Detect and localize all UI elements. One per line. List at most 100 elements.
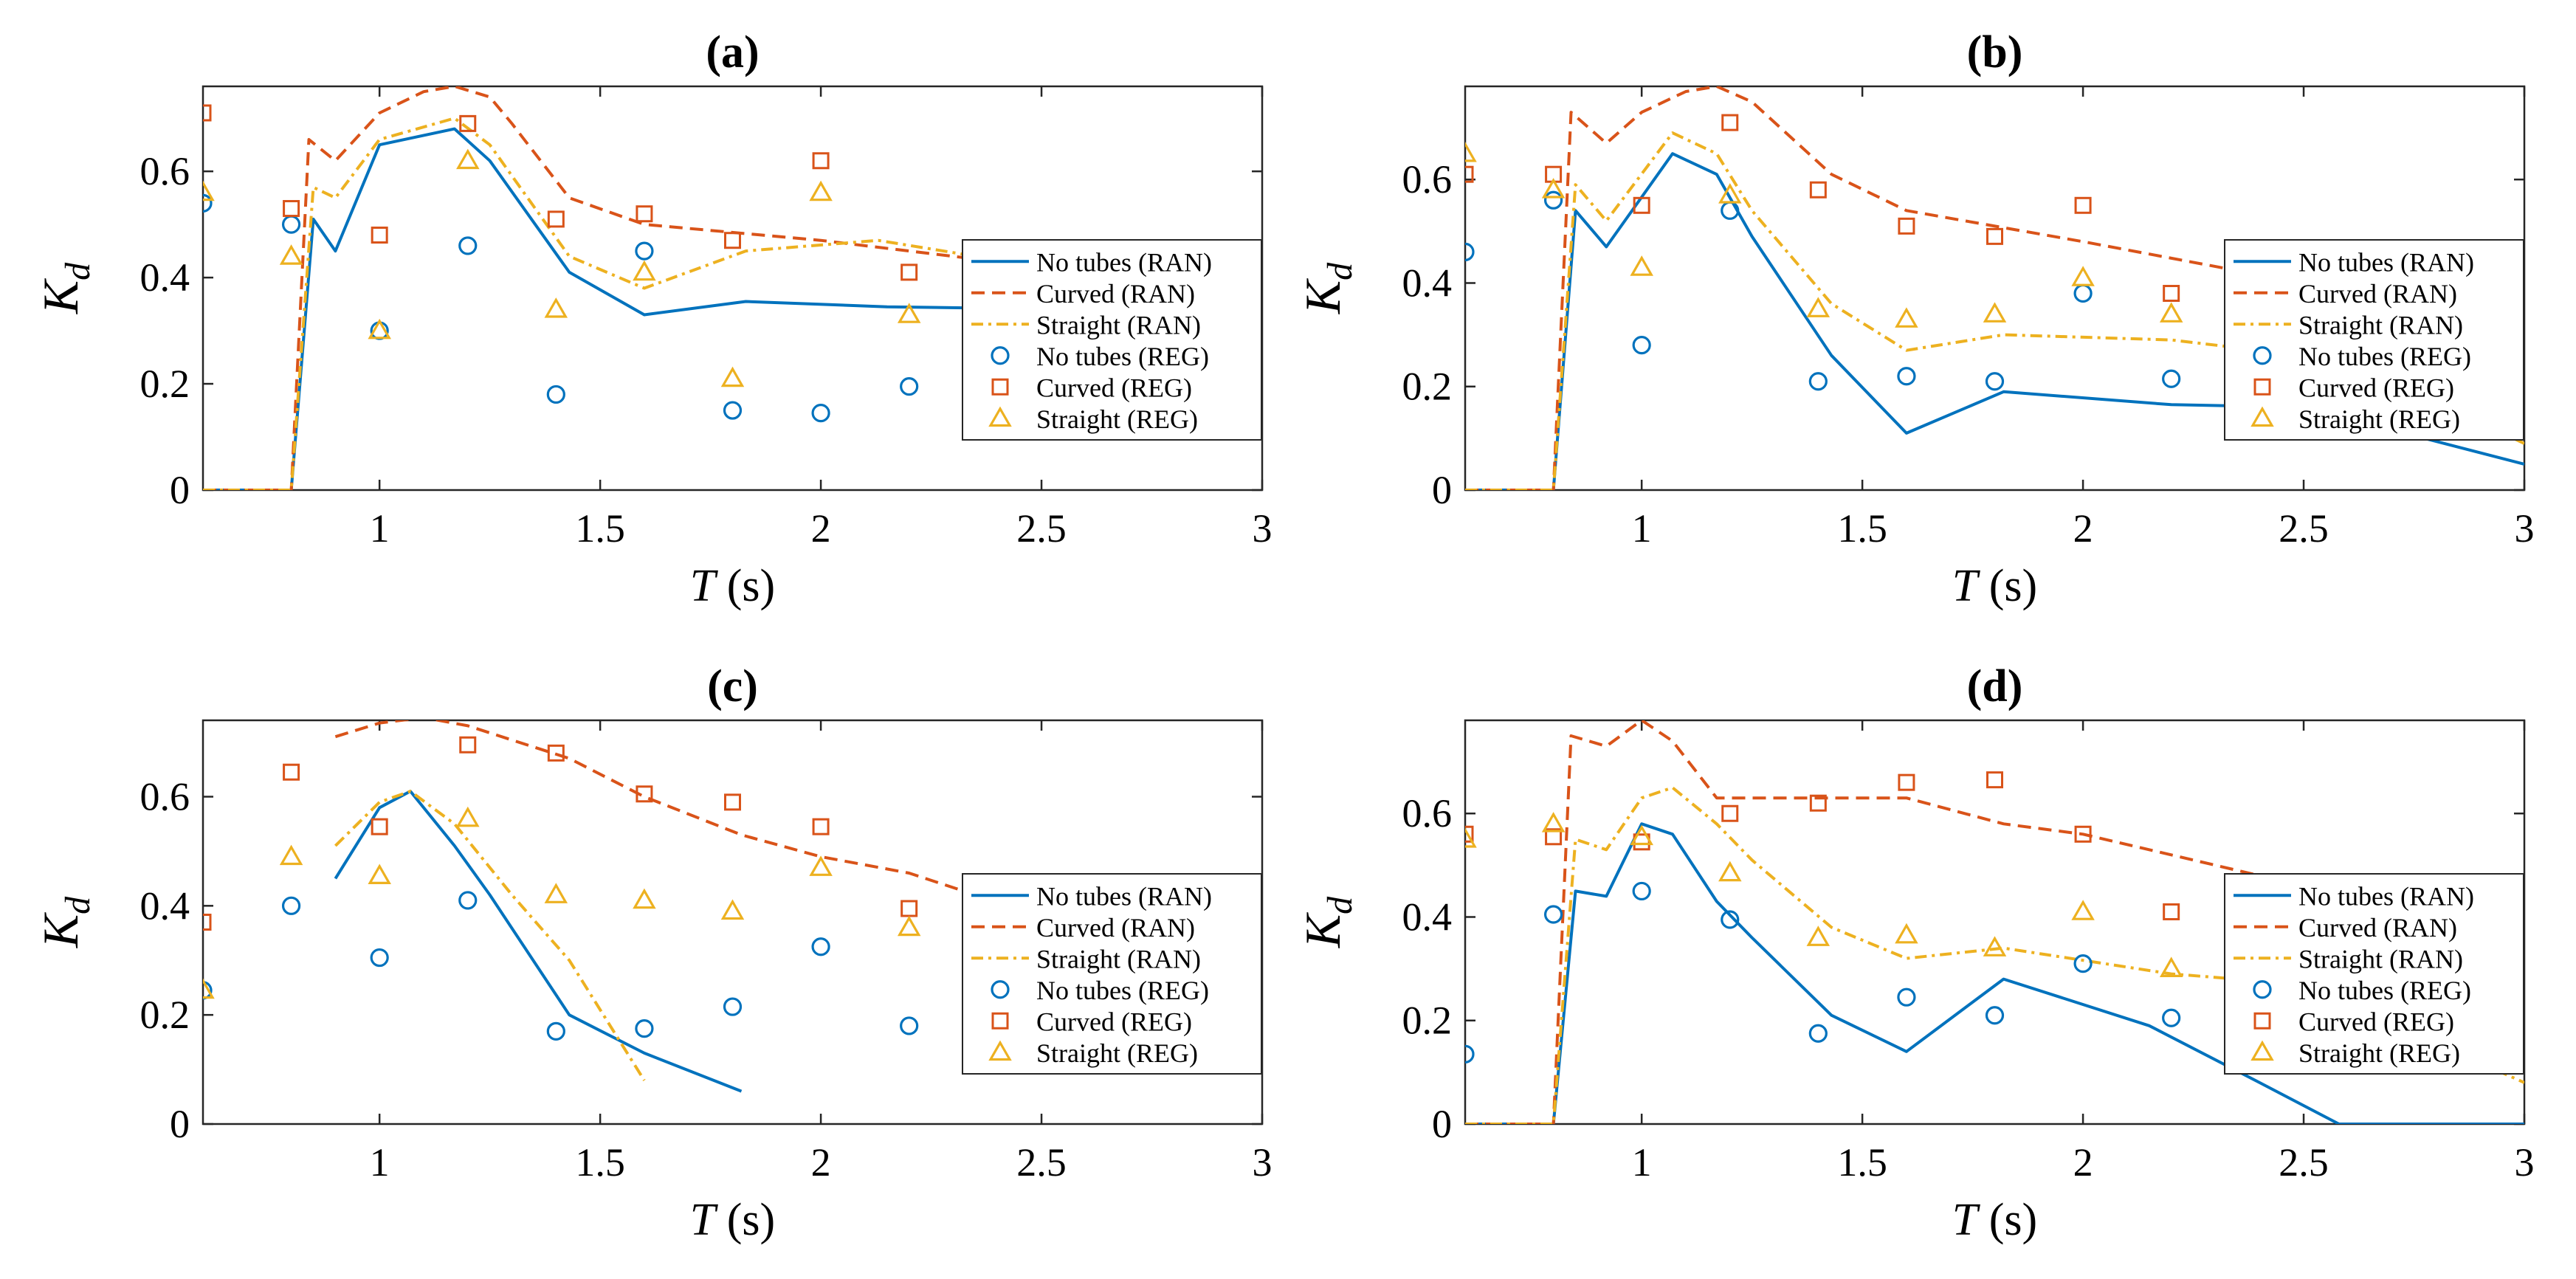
panel-b: 1 1.5 2 2.5 3 0 0.2 0.4 0.6 (b) T (s) Kd No tubes (R…: [1295, 27, 2535, 611]
data-point: [546, 1021, 565, 1041]
data-point: [723, 997, 743, 1016]
data-point: [811, 937, 830, 956]
legend-marker: [2253, 378, 2271, 396]
y-axis-label: Kd: [32, 262, 97, 314]
x-tick-label: 1: [370, 506, 390, 551]
data-point: [900, 377, 919, 396]
data-point: [1808, 372, 1828, 391]
x-tick-label: 1.5: [575, 1140, 625, 1185]
data-point: [812, 152, 830, 170]
series-line: [203, 127, 1262, 490]
x-tick-label: 1: [1632, 506, 1652, 551]
data-point: [368, 318, 391, 339]
data-point: [2073, 954, 2093, 973]
data-point: [897, 915, 921, 937]
data-point: [812, 818, 830, 835]
data-point: [456, 806, 480, 827]
y-tick-label: 0.2: [1402, 999, 1453, 1043]
data-point: [1465, 827, 1477, 848]
data-point: [1633, 196, 1650, 214]
data-point: [458, 891, 478, 910]
legend-label: No tubes (RAN): [1036, 247, 1212, 277]
x-tick-label: 2: [2073, 1140, 2093, 1185]
series-line: [334, 720, 1262, 1000]
legend-label: Curved (RAN): [2298, 913, 2457, 942]
data-series: [203, 720, 1262, 1093]
data-point: [1718, 183, 1742, 204]
x-tick-label: 3: [1253, 506, 1272, 551]
data-point: [1806, 297, 1831, 317]
data-point: [203, 193, 213, 213]
legend-label: Curved (REG): [2298, 1007, 2454, 1036]
data-point: [2073, 283, 2093, 303]
data-point: [283, 763, 300, 781]
data-series: [1465, 86, 2524, 490]
data-point: [2071, 266, 2095, 286]
legend-marker: [988, 406, 1012, 427]
data-point: [1809, 794, 1827, 812]
y-tick-label: 0.6: [1402, 791, 1453, 835]
x-tick-label: 2.5: [1016, 1140, 1067, 1185]
data-point: [809, 180, 833, 201]
data-point: [1541, 812, 1566, 832]
legend-label: No tubes (RAN): [2298, 247, 2474, 277]
data-point: [1465, 242, 1475, 262]
legend-marker: [991, 980, 1010, 999]
series-line: [1465, 86, 2524, 490]
y-tick-label: 0.4: [1402, 894, 1453, 939]
series-line: [1465, 720, 2524, 1124]
data-point: [1465, 141, 1477, 162]
legend-label: Curved (REG): [2298, 373, 2454, 402]
y-tick-label: 0: [1432, 468, 1452, 512]
data-point: [1809, 181, 1827, 199]
x-axis-label: T (s): [690, 1195, 775, 1245]
legend-label: Straight (RAN): [1036, 310, 1201, 339]
legend: No tubes (RAN)Curved (RAN)Straight (RAN)…: [2224, 239, 2524, 441]
data-point: [1895, 923, 1918, 944]
data-point: [1721, 114, 1739, 131]
y-axis-label: Kd: [1295, 896, 1360, 948]
legend-box: [2224, 873, 2524, 1075]
data-point: [1543, 190, 1563, 210]
data-point: [1983, 302, 2007, 323]
data-point: [458, 236, 478, 255]
x-tick-label: 1: [1632, 1140, 1652, 1185]
y-tick-label: 0.4: [140, 883, 190, 928]
data-point: [370, 948, 389, 968]
data-point: [1465, 825, 1474, 843]
legend-marker: [2253, 980, 2272, 999]
data-point: [1465, 165, 1474, 183]
data-point: [2074, 825, 2092, 843]
data-point: [368, 863, 391, 885]
data-point: [724, 232, 741, 249]
x-tick-label: 2: [811, 1140, 831, 1185]
legend-box: [962, 873, 1262, 1075]
legend-label: Straight (RAN): [1036, 944, 1201, 973]
data-point: [283, 200, 300, 218]
data-point: [1897, 367, 1916, 386]
data-series: [203, 86, 1262, 490]
legend-label: No tubes (REG): [2298, 342, 2471, 371]
data-point: [1897, 987, 1916, 1007]
data-point: [2162, 369, 2181, 388]
legend-label: Straight (RAN): [2298, 310, 2463, 339]
x-axis-label: T (s): [690, 561, 775, 611]
data-point: [1808, 1024, 1828, 1043]
y-tick-label: 0.6: [140, 149, 190, 193]
x-axis-label: T (s): [1952, 561, 2037, 611]
series-line: [203, 117, 1262, 490]
x-tick-label: 1.5: [575, 506, 625, 551]
series-line: [1465, 822, 2524, 1124]
data-point: [547, 744, 565, 762]
y-tick-label: 0.6: [1402, 157, 1453, 201]
data-point: [1721, 910, 1740, 929]
x-tick-label: 1: [370, 1140, 390, 1185]
legend-label: Curved (REG): [1036, 1007, 1192, 1036]
data-point: [1985, 1006, 2005, 1025]
data-point: [456, 148, 480, 170]
data-point: [723, 401, 743, 420]
legend-label: No tubes (REG): [1036, 976, 1209, 1005]
data-point: [203, 104, 212, 122]
data-point: [1541, 178, 1566, 199]
